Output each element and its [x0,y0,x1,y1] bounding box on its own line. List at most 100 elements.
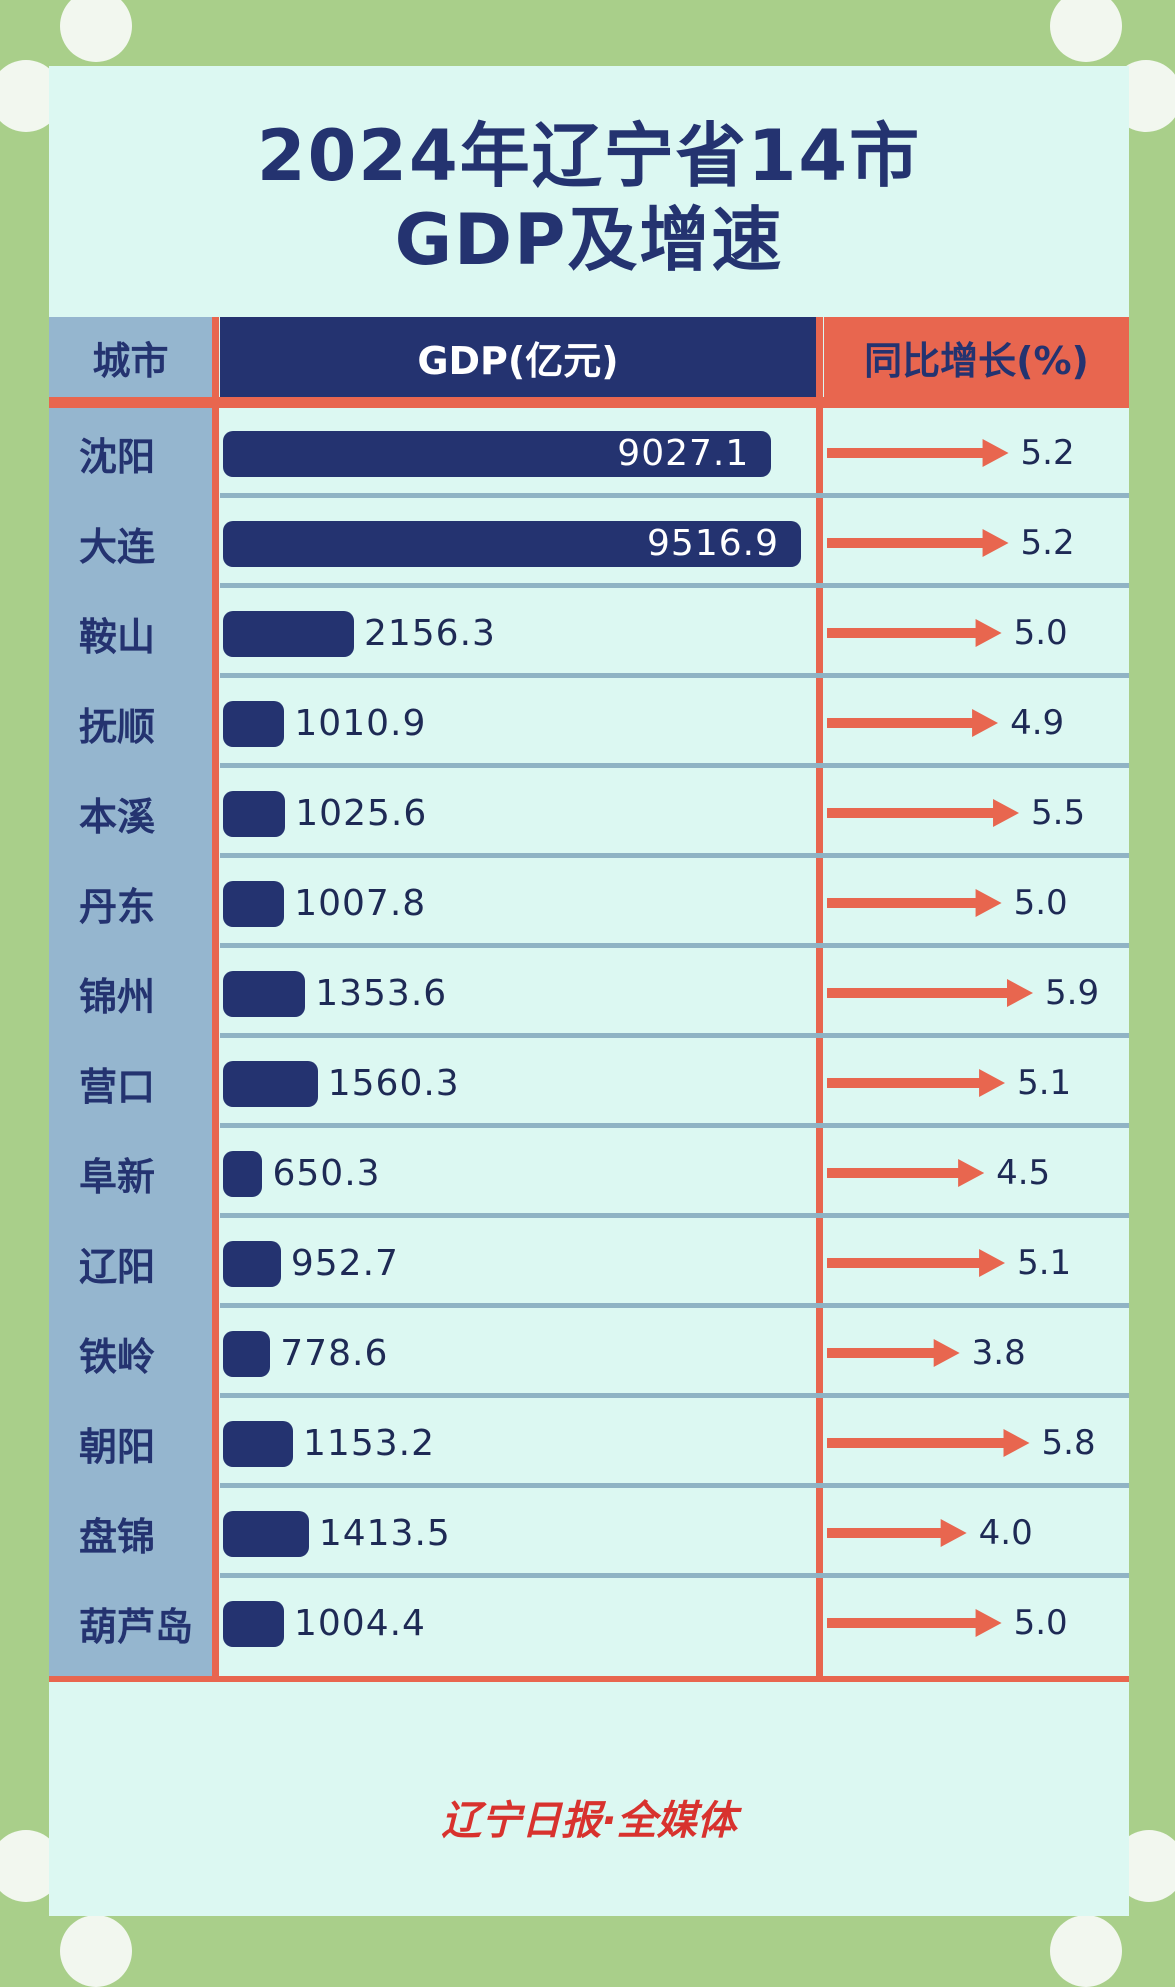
divider-gdp-growth [816,317,823,1682]
growth-value-label: 5.2 [1020,523,1075,563]
growth-arrow [827,619,1002,647]
row-separator [220,943,1129,948]
gdp-value-label: 952.7 [290,1242,399,1284]
gdp-value-label: 1413.5 [318,1512,451,1554]
growth-value-label: 4.0 [978,1513,1033,1553]
growth-value-label: 5.9 [1045,973,1100,1013]
table-row: 葫芦岛 1004.4 5.0 [49,1578,1129,1668]
growth-value-label: 5.5 [1031,793,1086,833]
city-label: 本溪 [79,794,156,839]
gdp-value-label: 650.3 [272,1152,381,1194]
gdp-value-label: 778.6 [280,1332,389,1374]
row-separator [220,493,1129,498]
row-separator [220,853,1129,858]
growth-arrow [827,889,1002,917]
decor-flower-bl2 [60,1915,132,1987]
table-bottom-line [49,1676,1129,1682]
city-label: 辽阳 [79,1244,156,1289]
city-label: 鞍山 [79,614,156,659]
table-row: 本溪 1025.6 5.5 [49,768,1129,858]
gdp-value-label: 2156.3 [363,612,496,654]
row-separator [220,1393,1129,1398]
growth-arrow [827,1339,960,1367]
city-label: 丹东 [79,884,156,929]
row-separator [220,1123,1129,1128]
table-row: 锦州 1353.6 5.9 [49,948,1129,1038]
city-label: 沈阳 [79,434,156,479]
gdp-bar [223,701,285,747]
growth-arrow [827,439,1009,467]
city-label: 铁岭 [79,1334,156,1379]
growth-value-label: 5.8 [1041,1423,1096,1463]
row-separator [220,763,1129,768]
header-city: 城市 [49,317,212,397]
growth-arrow [827,799,1020,827]
gdp-value-label: 1010.9 [294,702,427,744]
growth-arrow [827,979,1033,1007]
growth-value-label: 5.2 [1020,433,1075,473]
growth-arrow [827,529,1009,557]
header-underline [49,397,1129,408]
table-row: 阜新 650.3 4.5 [49,1128,1129,1218]
row-separator [220,1573,1129,1578]
table-row: 沈阳 9027.1 5.2 [49,408,1129,498]
gdp-bar [223,1061,318,1107]
row-separator [220,1033,1129,1038]
growth-arrow [827,709,999,737]
growth-value-label: 5.1 [1017,1063,1072,1103]
gdp-bar [223,1511,309,1557]
city-label: 锦州 [79,974,156,1019]
title-line-1: 2024年辽宁省14市 [256,115,922,197]
growth-value-label: 4.5 [996,1153,1051,1193]
growth-value-label: 5.0 [1013,1603,1068,1643]
divider-city-gdp [212,317,219,1682]
row-separator [220,1483,1129,1488]
row-separator [220,673,1129,678]
growth-value-label: 5.1 [1017,1243,1072,1283]
growth-arrow [827,1519,967,1547]
table-row: 丹东 1007.8 5.0 [49,858,1129,948]
table-row: 抚顺 1010.9 4.9 [49,678,1129,768]
growth-value-label: 3.8 [971,1333,1026,1373]
table-row: 营口 1560.3 5.1 [49,1038,1129,1128]
table-row: 大连 9516.9 5.2 [49,498,1129,588]
header-growth: 同比增长(%) [824,317,1129,397]
gdp-bar [223,1151,263,1197]
table-row: 辽阳 952.7 5.1 [49,1218,1129,1308]
row-separator [220,583,1129,588]
city-label: 营口 [79,1064,156,1109]
growth-arrow [827,1159,985,1187]
city-label: 大连 [79,524,156,569]
gdp-bar [223,881,285,927]
table-row: 鞍山 2156.3 5.0 [49,588,1129,678]
gdp-value-label: 9516.9 [647,522,779,564]
gdp-value-label: 1004.4 [294,1602,426,1644]
growth-arrow [827,1249,1006,1277]
gdp-bar [223,611,354,657]
gdp-bar [223,431,772,477]
growth-arrow [827,1069,1006,1097]
gdp-value-label: 1153.2 [303,1422,435,1464]
city-label: 盘锦 [79,1514,156,1559]
gdp-bar [223,1241,281,1287]
gdp-value-label: 9027.1 [617,432,750,474]
table-row: 铁岭 778.6 3.8 [49,1308,1129,1398]
chart-title: 2024年辽宁省14市 GDP及增速 [49,114,1129,282]
header-gdp: GDP(亿元) [220,317,816,397]
growth-value-label: 4.9 [1010,703,1065,743]
city-label: 葫芦岛 [79,1604,194,1649]
growth-arrow [827,1609,1002,1637]
city-label: 抚顺 [79,704,156,749]
table-row: 盘锦 1413.5 4.0 [49,1488,1129,1578]
growth-value-label: 5.0 [1013,613,1068,653]
table-row: 朝阳 1153.2 5.8 [49,1398,1129,1488]
row-separator [220,1303,1129,1308]
growth-arrow [827,1429,1030,1457]
gdp-bar [223,1601,284,1647]
decor-flower-tr2 [1050,0,1122,62]
gdp-value-label: 1025.6 [295,792,428,834]
gdp-bar [223,791,286,837]
gdp-value-label: 1560.3 [327,1062,460,1104]
title-line-2: GDP及增速 [394,199,784,281]
decor-flower-tl2 [60,0,132,62]
